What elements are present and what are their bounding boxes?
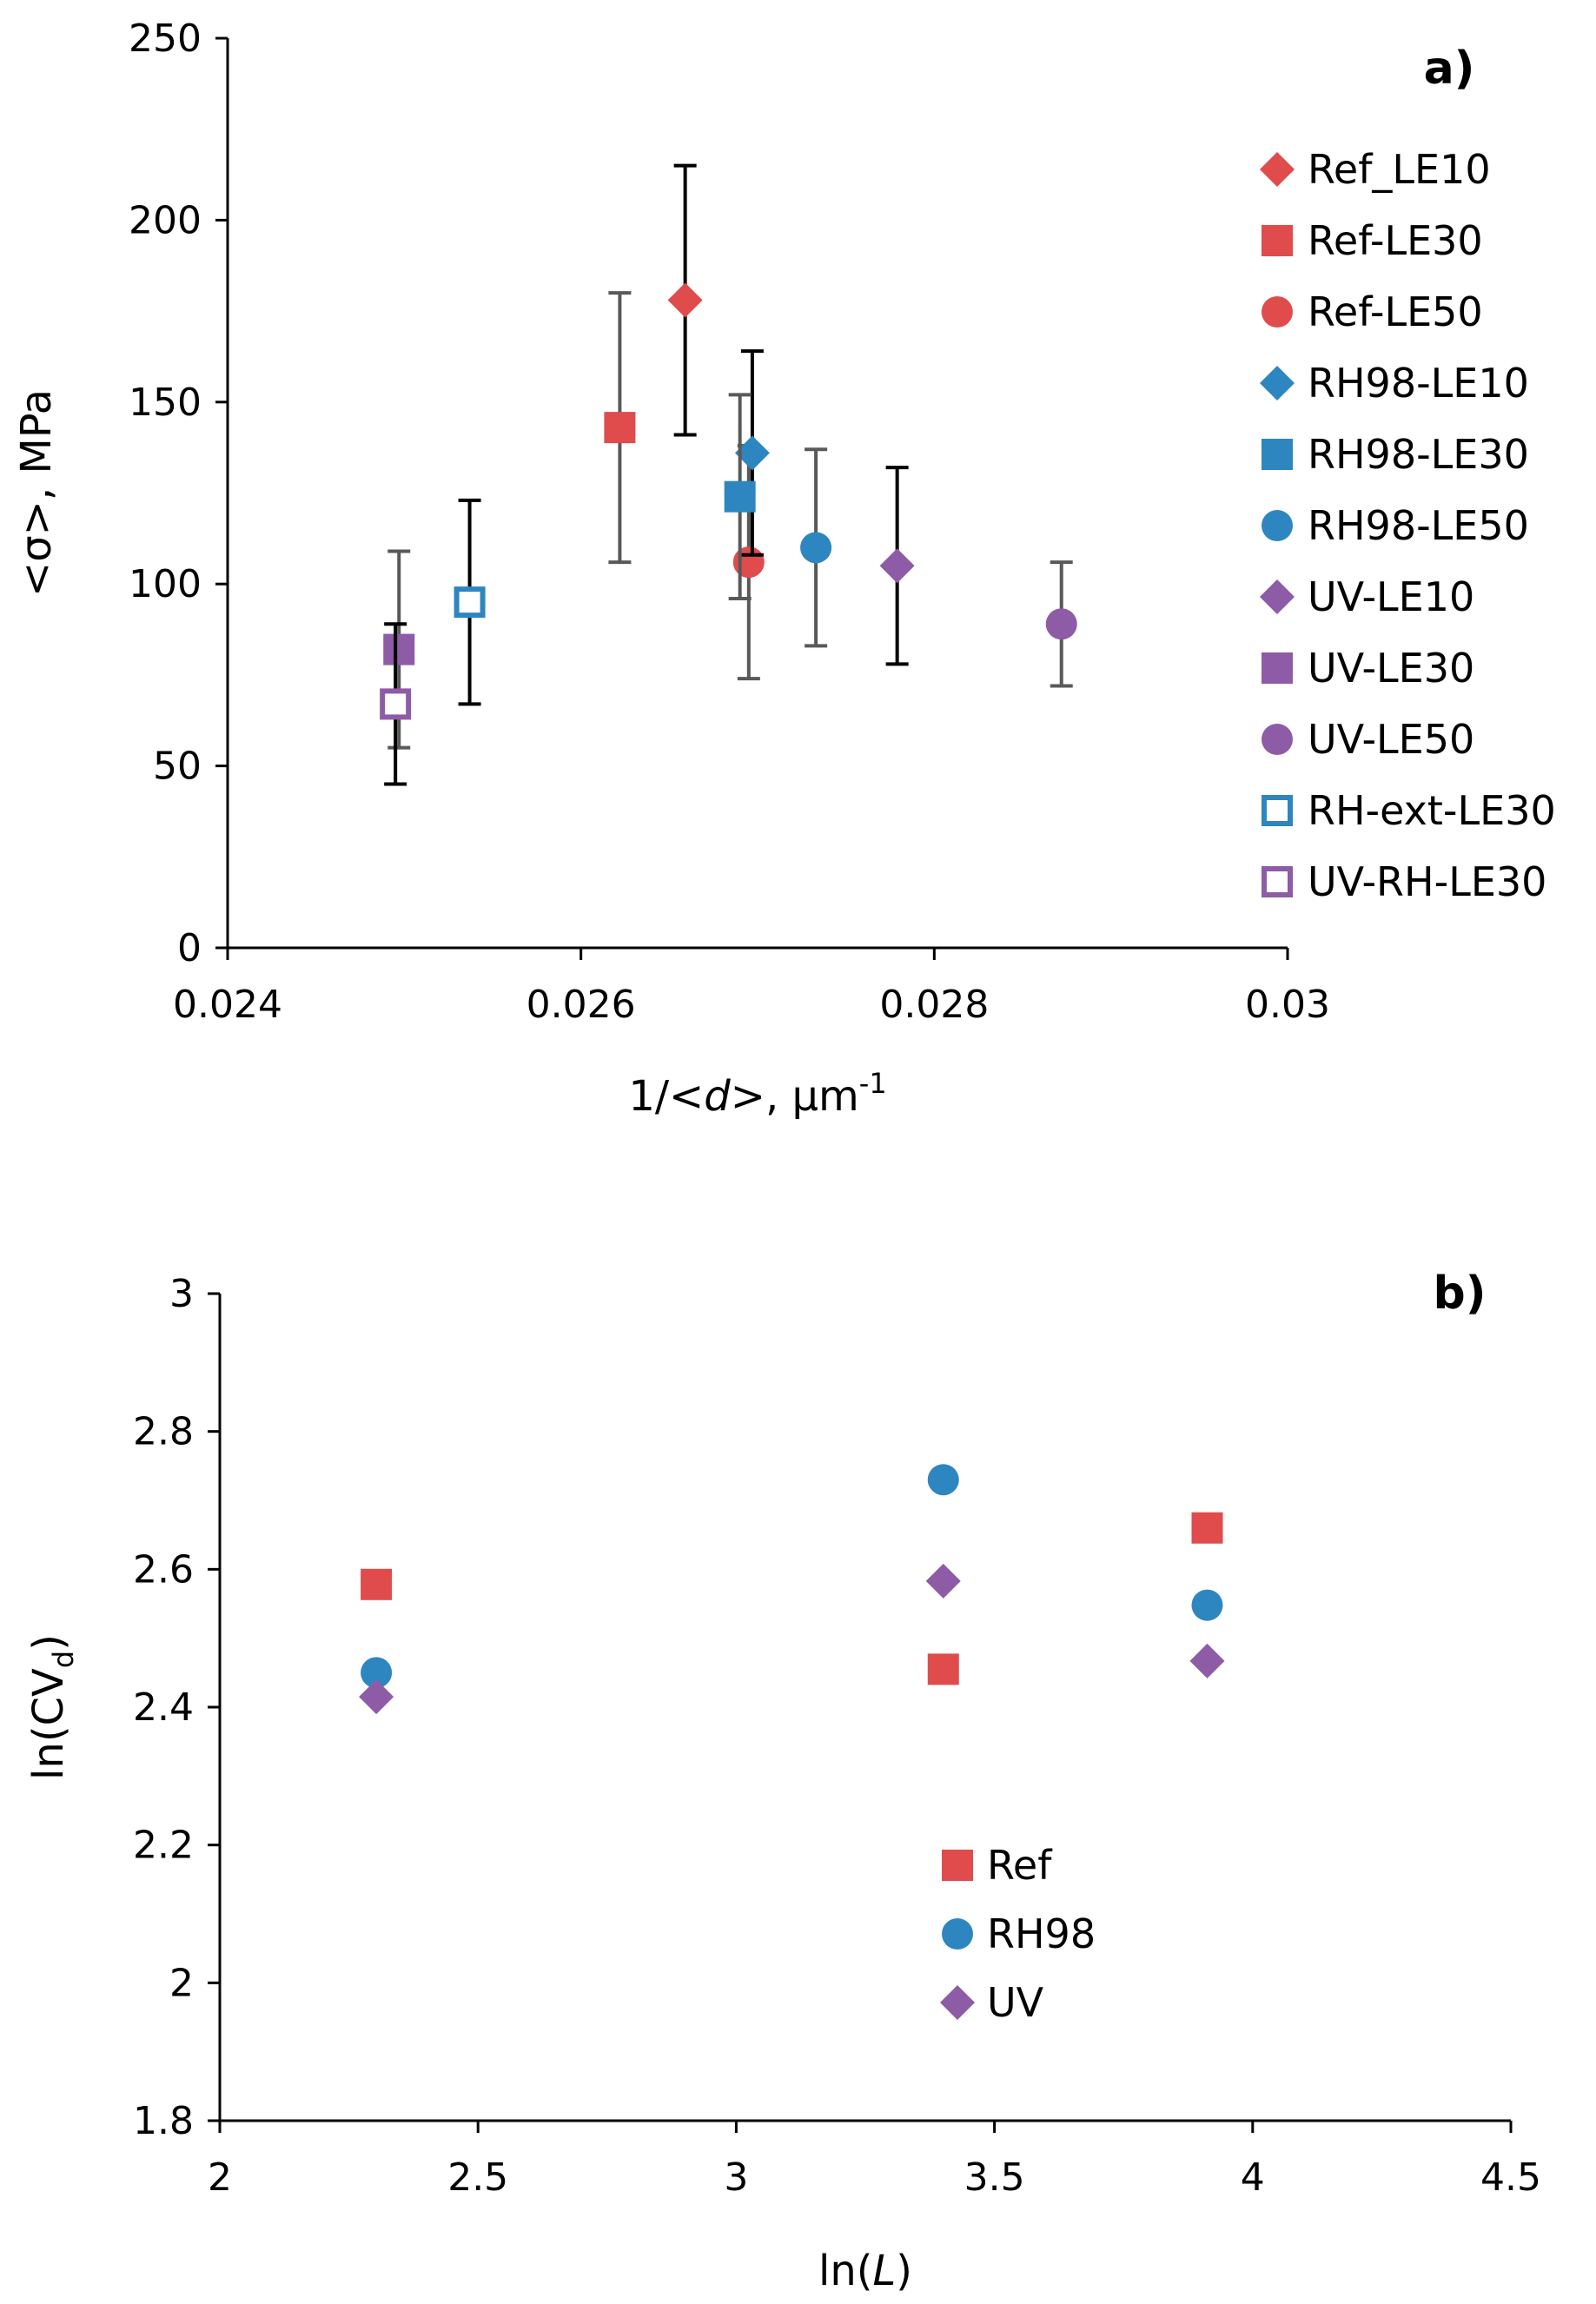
legend-label: RH98-LE10 — [1308, 360, 1529, 407]
y-tick-label: 2.6 — [133, 1547, 194, 1592]
legend-marker — [942, 1850, 973, 1881]
x-axis-title-variable: d — [704, 1072, 731, 1121]
legend-label: Ref-LE30 — [1308, 217, 1483, 264]
y-axis-title-part: ln(CV — [24, 1668, 73, 1780]
x-tick-label: 3 — [724, 2155, 748, 2200]
data-point-rh98-le30 — [724, 480, 756, 513]
data-point-ref — [927, 1653, 959, 1685]
legend-marker — [1262, 439, 1293, 470]
panel-b-chart: 1.822.22.42.62.832 2.5 3 3.5 4 4.5b)ln(L)ln(C… — [24, 1268, 1541, 2295]
x-tick-label: 2.5 — [447, 2155, 508, 2200]
data-point-uv — [925, 1563, 961, 1599]
legend-label: RH-ext-LE30 — [1308, 787, 1556, 834]
x-tick-label: 2 — [208, 2155, 232, 2200]
y-axis-title: ln(CVd) — [24, 1634, 80, 1780]
data-point-uv-rh-le30 — [380, 688, 412, 720]
x-axis-title: ln(L) — [818, 2247, 912, 2295]
x-axis-title: 1/<d>, μm-1 — [628, 1067, 886, 1121]
x-tick-label: 0.028 — [879, 983, 989, 1027]
legend-marker — [1262, 652, 1293, 684]
y-tick-label: 0 — [177, 926, 202, 970]
y-tick-label: 2.2 — [133, 1824, 194, 1868]
legend-marker — [1260, 579, 1295, 614]
legend-label: UV-LE30 — [1308, 645, 1474, 692]
legend-label: Ref-LE50 — [1308, 288, 1483, 335]
data-point-rh98 — [361, 1657, 393, 1689]
data-point-uv-le50 — [1045, 608, 1077, 640]
x-axis-title-part: ) — [896, 2247, 912, 2295]
legend-marker — [1260, 152, 1295, 187]
x-tick-label: 0.024 — [173, 983, 282, 1027]
legend-marker — [1260, 366, 1295, 401]
x-tick-label: 0.03 — [1245, 983, 1330, 1027]
legend-label: UV-RH-LE30 — [1308, 858, 1546, 905]
y-tick-label: 1.8 — [133, 2099, 194, 2143]
y-tick-label: 150 — [129, 381, 202, 425]
y-tick-label: 200 — [129, 198, 202, 242]
legend-marker — [1262, 866, 1293, 897]
data-point-rh98 — [1191, 1589, 1223, 1621]
y-tick-label: 2.8 — [133, 1410, 194, 1454]
legend-marker — [1262, 795, 1293, 826]
legend-marker — [942, 1918, 973, 1950]
legend-label: RH98-LE50 — [1308, 502, 1529, 549]
data-point-uv-le10 — [879, 548, 915, 584]
y-tick-label: 3 — [169, 1272, 194, 1316]
y-tick-label: 2 — [169, 1961, 194, 2005]
legend-label: UV-LE50 — [1308, 716, 1474, 763]
data-point-rh98-le10 — [734, 435, 770, 471]
x-tick-label: 3.5 — [964, 2155, 1025, 2200]
legend-label: Ref_LE10 — [1308, 146, 1491, 193]
data-point-rh98 — [927, 1464, 959, 1496]
data-point-ref — [361, 1568, 393, 1600]
y-axis-title: <σ>, MPa — [12, 389, 61, 597]
x-axis-title-superscript: -1 — [859, 1067, 887, 1100]
x-tick-label: 4.5 — [1480, 2155, 1541, 2200]
data-point-rh98-le50 — [800, 532, 832, 564]
y-axis-title-subscript: d — [47, 1651, 80, 1668]
legend-label: Ref — [987, 1842, 1053, 1889]
data-point-rh-ext-le30 — [454, 586, 486, 619]
y-tick-label: 2.4 — [133, 1685, 194, 1730]
x-tick-label: 0.026 — [526, 983, 636, 1027]
x-axis-title-variable: L — [873, 2247, 897, 2295]
y-tick-label: 250 — [129, 17, 202, 61]
x-axis-title-part: ln( — [818, 2247, 872, 2295]
x-tick-label: 4 — [1241, 2155, 1265, 2200]
data-point-uv — [359, 1679, 394, 1715]
data-point-ref — [1191, 1512, 1223, 1544]
x-axis-title-part: >, μm — [731, 1072, 859, 1121]
legend-marker — [1262, 724, 1293, 755]
legend-label: RH98-LE30 — [1308, 431, 1529, 478]
legend-marker — [940, 1985, 975, 2020]
y-tick-label: 50 — [153, 745, 202, 789]
panel-a-chart: 0 50 100 150 200 250 0.024 0.026 0.028 0.03 a) 1/<d… — [12, 17, 1556, 1121]
legend-marker — [1262, 510, 1293, 541]
panel-label: b) — [1434, 1268, 1487, 1320]
y-tick-label: 100 — [129, 562, 202, 606]
legend-marker — [1262, 225, 1293, 256]
legend-label: UV — [987, 1979, 1044, 2026]
legend-marker — [1262, 296, 1293, 328]
data-point-uv-le30 — [383, 633, 415, 665]
panel-label: a) — [1424, 43, 1475, 95]
legend-label: RH98 — [987, 1910, 1096, 1957]
x-axis-title-part: 1/< — [628, 1072, 704, 1121]
y-axis-title-part: ) — [24, 1634, 73, 1651]
data-point-ref-le50 — [732, 546, 765, 579]
data-point-ref-le30 — [604, 412, 636, 444]
data-point-uv — [1189, 1643, 1225, 1678]
legend-label: UV-LE10 — [1308, 573, 1474, 620]
data-point-ref-le10 — [667, 282, 703, 318]
